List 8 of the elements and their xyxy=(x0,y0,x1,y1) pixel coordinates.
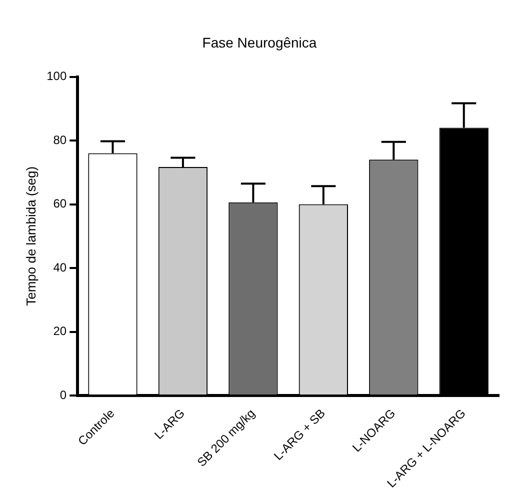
chart-title: Fase Neurogênica xyxy=(202,34,317,50)
y-tick-label: 0 xyxy=(60,388,67,402)
y-tick-label: 20 xyxy=(53,324,67,338)
y-tick-label: 80 xyxy=(53,132,67,147)
y-tick-label: 40 xyxy=(53,260,67,274)
y-tick-label: 100 xyxy=(46,69,67,84)
y-tick-label: 60 xyxy=(53,196,67,211)
y-axis-title: Tempo de lambida (seg) xyxy=(23,166,38,306)
